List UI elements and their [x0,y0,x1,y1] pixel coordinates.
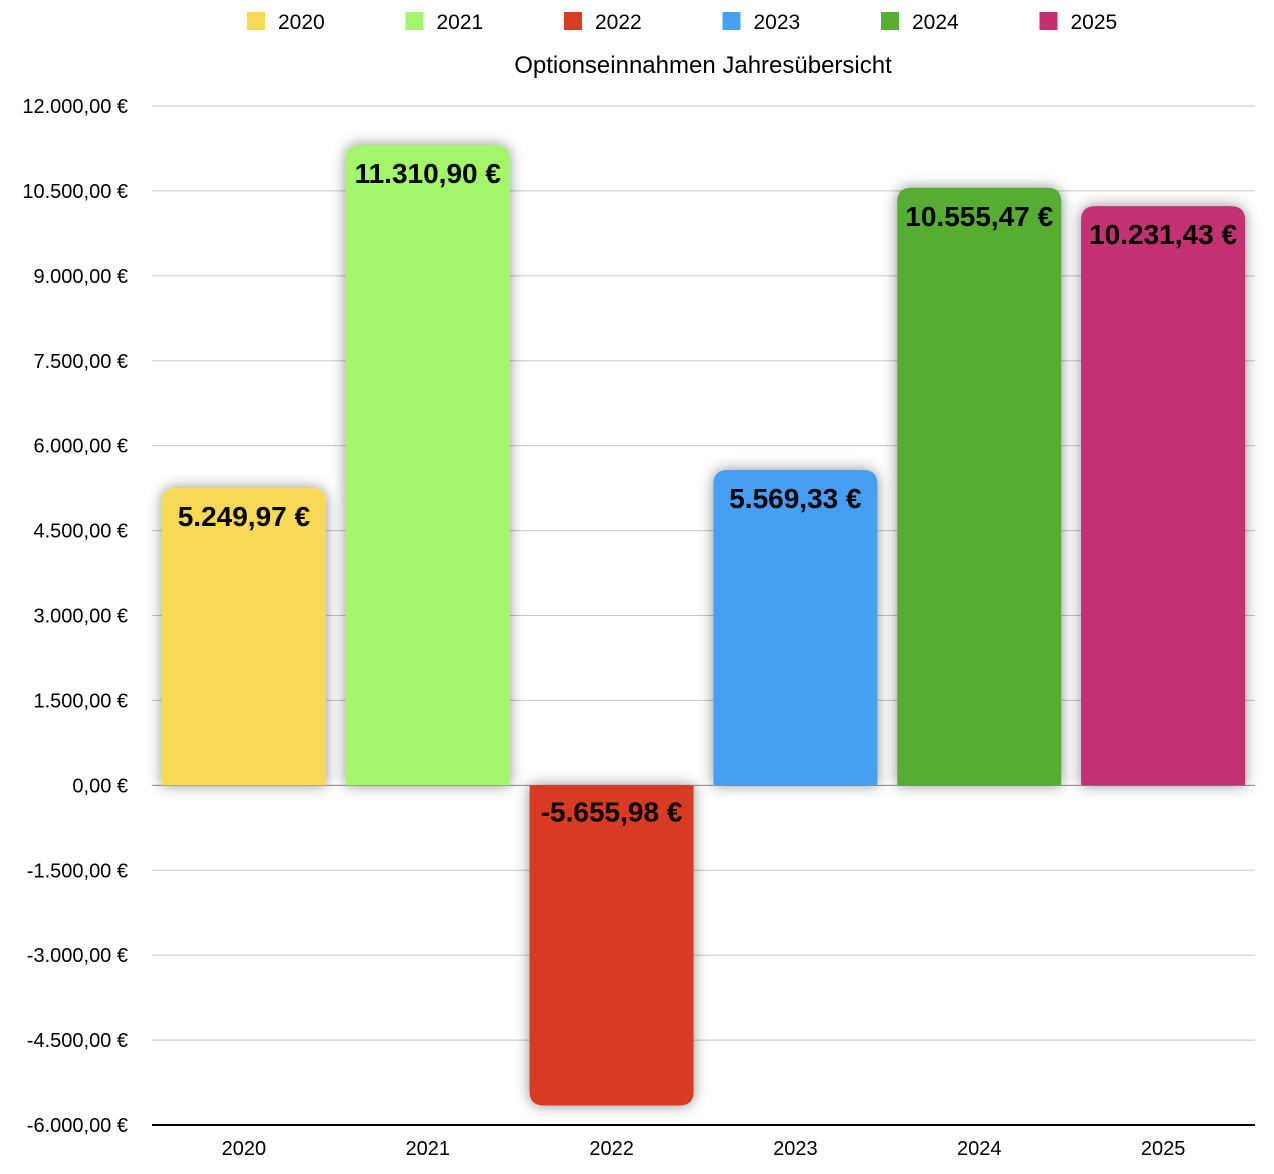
legend-item-2020: 2020 [247,11,325,34]
legend-item-2023: 2023 [722,11,801,34]
legend: 2020 2021 2022 2023 2024 2025 [247,11,1117,34]
y-tick-label: 12.000,00 € [22,96,128,118]
x-tick-label: 2024 [957,1138,1002,1160]
y-tick-label: 1.500,00 € [33,690,128,712]
y-tick-label: -6.000,00 € [27,1115,128,1137]
legend-item-2021: 2021 [405,11,484,34]
data-label-2021: 11.310,90 € [355,158,502,189]
x-axis: 2020 2021 2022 2023 2024 2025 [222,1138,1186,1160]
y-tick-label: 4.500,00 € [33,521,128,543]
data-label-2024: 10.555,47 € [905,201,1053,232]
legend-item-2022: 2022 [564,11,642,34]
x-tick-label: 2021 [406,1138,451,1160]
bar-2023 [713,470,878,786]
data-label-2022: -5.655,98 € [541,796,683,827]
chart-title: Optionseinnahmen Jahresübersicht [514,52,892,79]
y-tick-label: 7.500,00 € [33,351,128,373]
value-labels: 5.249,97 € 11.310,90 € -5.655,98 € 5.569,33… [178,158,1238,827]
legend-label: 2024 [912,11,959,34]
legend-item-2025: 2025 [1039,11,1118,34]
x-tick-label: 2023 [773,1138,818,1160]
legend-swatch [405,12,424,30]
legend-swatch [881,12,899,30]
legend-item-2024: 2024 [881,11,959,34]
legend-label: 2025 [1071,11,1118,34]
data-label-2023: 5.569,33 € [729,483,862,514]
data-label-2025: 10.231,43 € [1089,219,1237,250]
legend-swatch [722,12,741,30]
bar-2021 [345,145,510,786]
bar-2025 [1081,206,1246,786]
y-tick-label: -3.000,00 € [27,945,128,967]
bar-2024 [897,187,1062,786]
bar-2022 [529,785,694,1106]
legend-label: 2021 [437,11,484,34]
y-tick-label: 3.000,00 € [33,606,128,628]
legend-swatch [247,12,265,30]
bar-2020 [161,488,326,786]
x-tick-label: 2020 [222,1138,267,1160]
y-tick-label: 0,00 € [72,775,128,797]
y-tick-label: -1.500,00 € [27,860,128,882]
bars [161,145,1246,1106]
y-tick-label: 9.000,00 € [33,266,128,288]
y-tick-label: -4.500,00 € [27,1030,128,1052]
x-tick-label: 2025 [1141,1138,1186,1160]
y-tick-label: 6.000,00 € [33,436,128,458]
legend-label: 2020 [278,11,325,34]
legend-swatch [1039,12,1058,30]
legend-label: 2023 [754,11,801,34]
y-axis: 12.000,00 € 10.500,00 € 9.000,00 € 7.500,00… [22,96,128,1137]
data-label-2020: 5.249,97 € [178,501,311,532]
x-tick-label: 2022 [589,1138,634,1160]
legend-label: 2022 [595,11,642,34]
y-tick-label: 10.500,00 € [22,181,128,203]
gridlines [152,105,1255,1126]
legend-swatch [564,12,582,30]
